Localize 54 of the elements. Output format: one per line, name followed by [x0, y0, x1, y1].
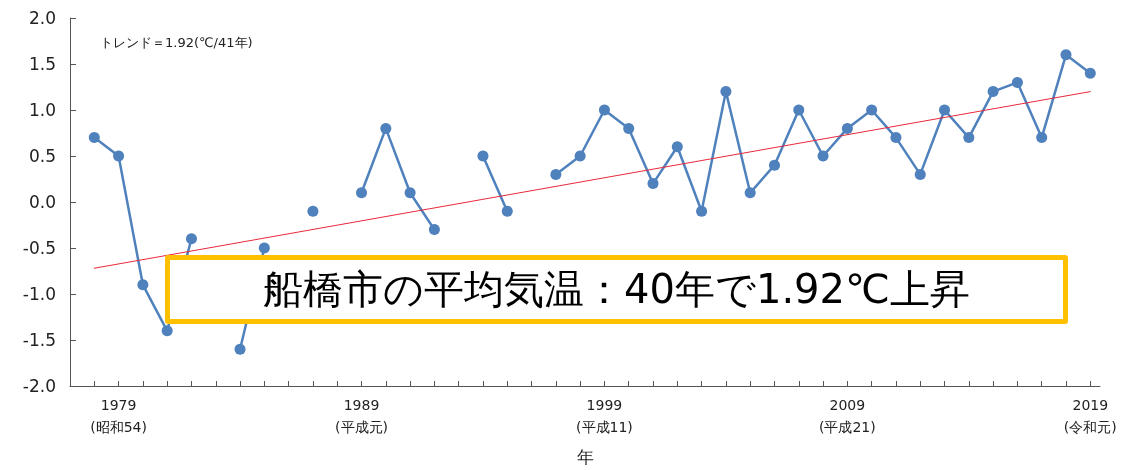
point	[404, 187, 416, 199]
point	[598, 104, 610, 116]
point	[890, 132, 902, 144]
y-tick-label: 1.5	[28, 54, 56, 74]
point	[234, 343, 246, 355]
point	[817, 150, 829, 162]
point	[1011, 76, 1023, 88]
point	[1060, 49, 1072, 61]
point	[88, 132, 100, 144]
point	[501, 205, 513, 217]
y-tick-label: -1.5	[22, 330, 56, 350]
y-tick-label: -1.0	[22, 284, 56, 304]
point	[258, 242, 270, 254]
point	[914, 168, 926, 180]
point	[428, 224, 440, 236]
point	[623, 122, 635, 134]
point	[113, 150, 125, 162]
point	[1084, 67, 1096, 79]
point	[987, 86, 999, 98]
point	[744, 187, 756, 199]
y-tick-label: 0.5	[28, 146, 56, 166]
point	[939, 104, 951, 116]
point	[720, 86, 732, 98]
y-tick-label: 0.0	[28, 192, 56, 212]
point	[963, 132, 975, 144]
x-tick-label: 1989 (平成元)	[335, 397, 388, 435]
y-tick-label: -2.0	[22, 376, 56, 396]
point	[866, 104, 878, 116]
point	[380, 122, 392, 134]
point	[841, 122, 853, 134]
y-tick-label: -0.5	[22, 238, 56, 258]
point	[356, 187, 368, 199]
y-tick-label: 1.0	[28, 100, 56, 120]
point	[793, 104, 805, 116]
point	[550, 168, 562, 180]
annotation: トレンド＝1.92(℃/41年)	[100, 34, 253, 52]
point	[1036, 132, 1048, 144]
x-tick-label: 2019 (令和元)	[1063, 397, 1117, 435]
point	[307, 205, 319, 217]
point	[477, 150, 489, 162]
point	[647, 178, 659, 190]
x-tick-label: 1979 (昭和54)	[90, 397, 147, 435]
x-axis-title: 年	[576, 446, 594, 467]
point	[696, 205, 708, 217]
point	[671, 141, 683, 153]
y-tick-label: 2.0	[28, 8, 56, 28]
point	[161, 325, 173, 337]
callout-box: 船橋市の平均気温：40年で1.92℃上昇	[165, 255, 1068, 324]
x-tick-label: 2009 (平成21)	[818, 397, 876, 435]
point	[768, 159, 780, 171]
x-tick-label: 1999 (平成11)	[576, 397, 633, 435]
point	[185, 233, 197, 245]
point	[137, 279, 149, 291]
point	[574, 150, 586, 162]
